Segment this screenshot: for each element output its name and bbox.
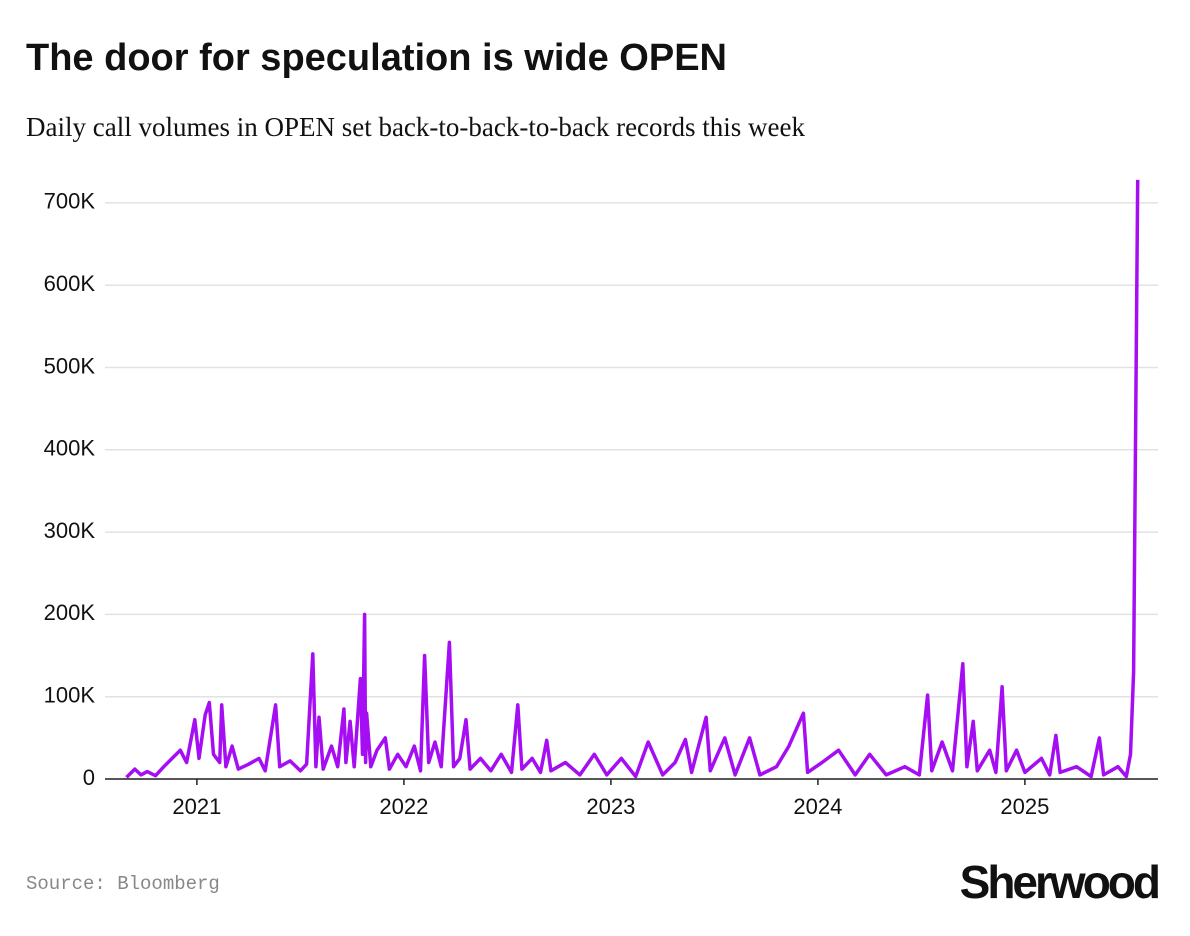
y-tick-label: 200K (44, 600, 96, 625)
y-tick-label: 300K (44, 518, 96, 543)
source: Source: Bloomberg (26, 873, 220, 895)
line-series (125, 179, 1140, 779)
y-tick-label: 700K (44, 189, 96, 214)
y-tick-label: 400K (44, 436, 96, 461)
chart-title: The door for speculation is wide OPEN (26, 37, 727, 79)
y-tick-label: 0 (83, 765, 95, 790)
y-tick-label: 500K (44, 353, 96, 378)
logo: Sherwood (960, 856, 1159, 908)
x-tick-label: 2025 (1000, 794, 1049, 819)
y-tick-label: 600K (44, 271, 96, 296)
x-tick-label: 2021 (172, 794, 221, 819)
x-tick-label: 2023 (586, 794, 635, 819)
chart-subtitle: Daily call volumes in OPEN set back-to-b… (26, 112, 806, 142)
x-tick-label: 2024 (793, 794, 842, 819)
x-tick-label: 2022 (379, 794, 428, 819)
y-tick-label: 100K (44, 683, 96, 708)
